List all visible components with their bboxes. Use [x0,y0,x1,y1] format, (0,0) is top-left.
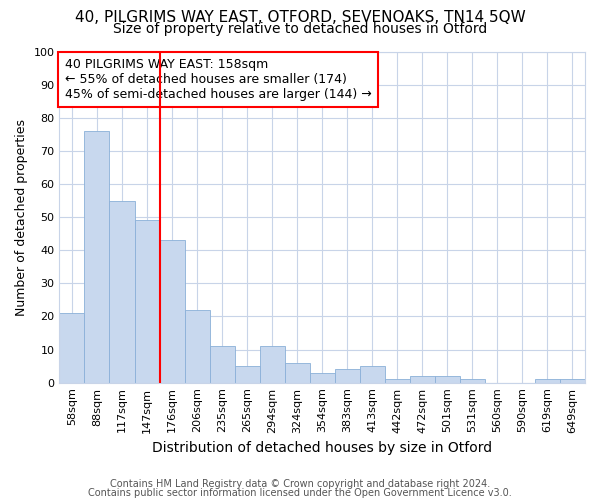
Bar [109,200,134,382]
Bar [385,380,410,382]
Text: Size of property relative to detached houses in Otford: Size of property relative to detached ho… [113,22,487,36]
Bar [360,366,385,382]
Bar [535,380,560,382]
Bar [460,380,485,382]
Text: 40, PILGRIMS WAY EAST, OTFORD, SEVENOAKS, TN14 5QW: 40, PILGRIMS WAY EAST, OTFORD, SEVENOAKS… [74,10,526,25]
Bar [160,240,185,382]
Bar [435,376,460,382]
Bar [310,372,335,382]
Bar [560,380,585,382]
Bar [134,220,160,382]
Bar [235,366,260,382]
Bar [260,346,284,382]
Bar [284,363,310,382]
X-axis label: Distribution of detached houses by size in Otford: Distribution of detached houses by size … [152,441,492,455]
Text: Contains HM Land Registry data © Crown copyright and database right 2024.: Contains HM Land Registry data © Crown c… [110,479,490,489]
Bar [209,346,235,382]
Bar [335,370,360,382]
Bar [185,310,209,382]
Text: Contains public sector information licensed under the Open Government Licence v3: Contains public sector information licen… [88,488,512,498]
Bar [59,313,85,382]
Y-axis label: Number of detached properties: Number of detached properties [15,118,28,316]
Text: 40 PILGRIMS WAY EAST: 158sqm
← 55% of detached houses are smaller (174)
45% of s: 40 PILGRIMS WAY EAST: 158sqm ← 55% of de… [65,58,371,101]
Bar [410,376,435,382]
Bar [85,131,109,382]
